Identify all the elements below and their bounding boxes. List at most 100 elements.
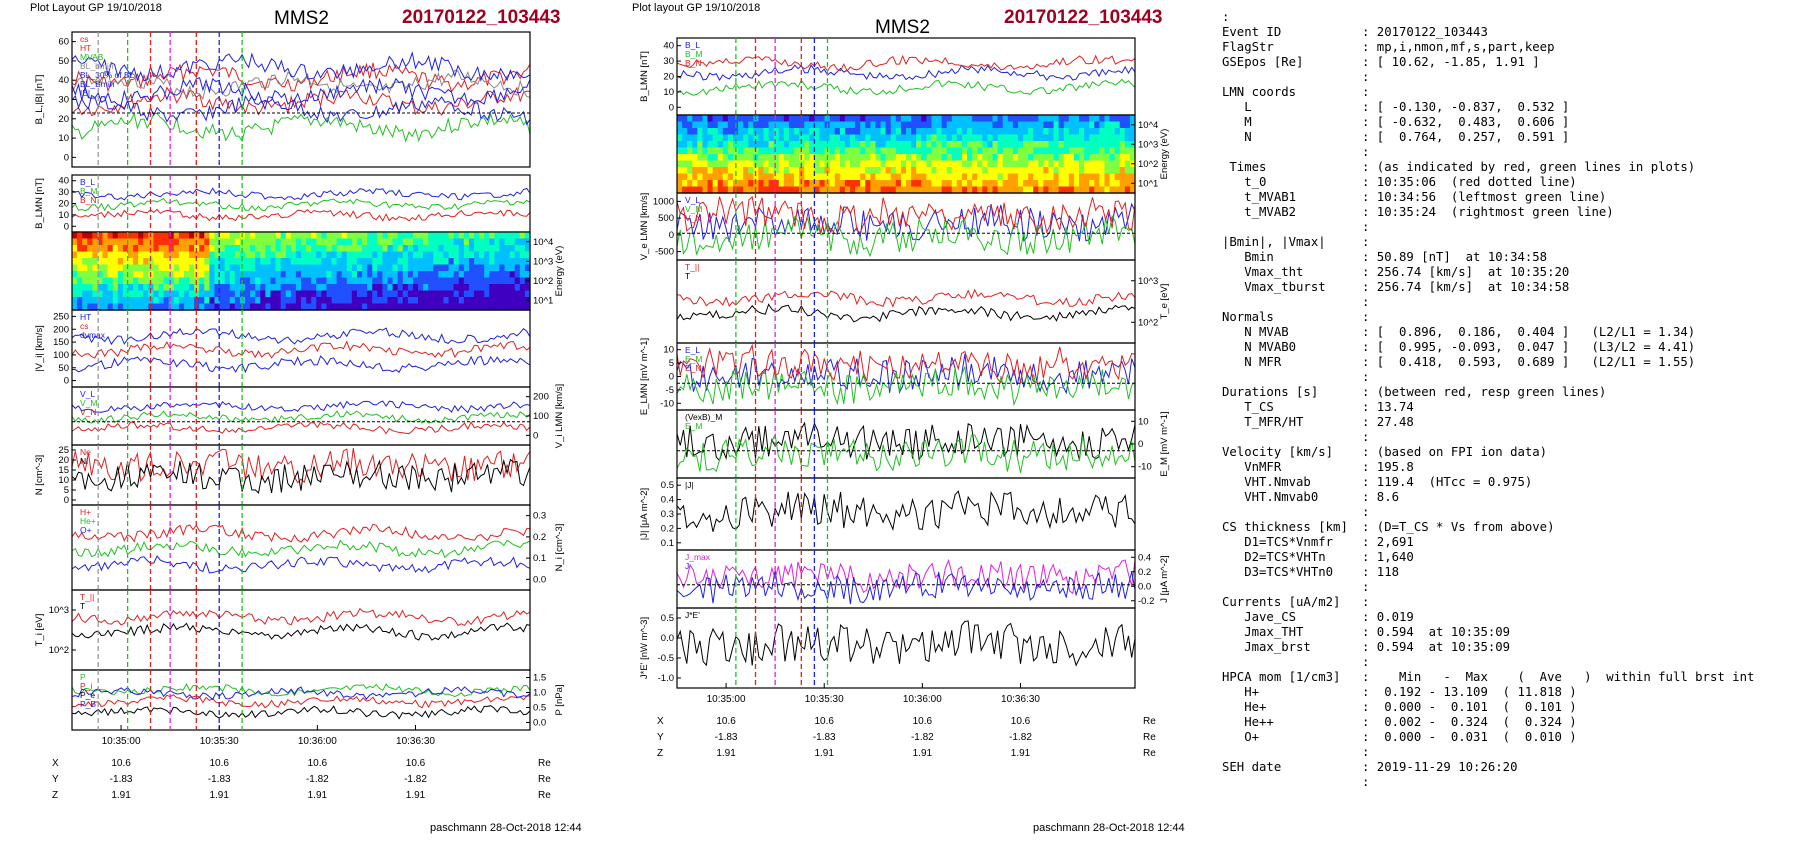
spectrogram-cell [850,180,856,188]
spectrogram-cell [377,297,384,305]
spectrogram-cell [377,258,384,266]
spectrogram-cell [143,290,149,298]
spectrogram-cell [1048,134,1055,142]
spectrogram-cell [148,238,155,246]
spectrogram-cell [1053,121,1060,129]
spectrogram-cell [1068,121,1075,129]
pos-row-value: -1.82 [404,774,427,785]
spectrogram-cell [138,271,144,279]
spectrogram-cell [245,303,251,311]
spectrogram-cell [906,128,912,136]
spectrogram-cell [356,238,363,246]
spectrogram-cell [799,121,805,129]
y-tick-label: 0.1 [533,553,546,564]
spectrogram-cell [794,160,800,168]
spectrogram-cell [890,141,897,149]
spectrogram-cell [117,232,124,240]
y-tick-label: 10 [58,210,69,221]
spectrogram-cell [143,284,149,292]
spectrogram-cell [824,141,831,149]
spectrogram-cell [178,303,185,311]
spectrogram-cell [127,290,134,298]
spectrogram-cell [346,284,353,292]
info-line: Jave_CS: 0.019 [1222,610,1754,625]
legend-entry: B_M [685,49,702,59]
spectrogram-cell [173,238,180,246]
spectrogram-cell [1109,154,1116,162]
spectrogram-cell [102,303,109,311]
spectrogram-cell [956,186,963,194]
spectrogram-cell [377,245,384,253]
spectrogram-cell [814,180,821,188]
series-line [71,421,531,435]
spectrogram-cell [829,160,836,168]
info-line: D3=TCS*VHTn0: 118 [1222,565,1754,580]
spectrogram-cell [921,180,927,188]
spectrogram-cell [133,277,139,285]
spectrogram-cell [499,277,506,285]
spectrogram-cell [463,303,470,311]
spectrogram-cell [494,290,501,298]
spectrogram-cell [463,290,470,298]
spectrogram-cell [1084,154,1090,162]
info-line: D1=TCS*Vnmfr: 2,691 [1222,535,1754,550]
spectrogram-cell [1038,160,1044,168]
spectrogram-cell [1109,115,1116,123]
spectrogram-cell [946,115,953,123]
spectrogram-cell [448,232,455,240]
spectrogram-cell [499,290,506,298]
spectrogram-cell [474,297,480,305]
spectrogram-cell [844,141,851,149]
spectrogram-cell [362,258,368,266]
spectrogram-cell [285,284,292,292]
spectrogram-cell [804,147,810,155]
spectrogram-cell [916,154,922,162]
spectrogram-cell [799,160,805,168]
spectrogram-cell [199,290,205,298]
spectrogram-cell [1084,186,1090,194]
spectrogram-cell [956,167,963,175]
spectrogram-cell [143,303,149,311]
spectrogram-cell [183,303,190,311]
spectrogram-cell [138,238,144,246]
spectrogram-cell [280,232,287,240]
spectrogram-cell [204,271,210,279]
spectrogram-cell [692,121,698,129]
y-tick-label: 0 [1138,439,1143,450]
spectrogram-cell [423,277,429,285]
spectrogram-cell [788,141,795,149]
spectrogram-cell [509,232,516,240]
spectrogram-cell [1104,186,1111,194]
spectrogram-cell [479,245,485,253]
spectrogram-cell [768,141,775,149]
spectrogram-cell [428,277,434,285]
spectrogram-cell [107,290,114,298]
spectrogram-cell [163,258,170,266]
spectrogram-cell [1073,160,1080,168]
spectrogram-cell [336,277,343,285]
spectrogram-cell [717,121,724,129]
spectrogram-cell [804,128,810,136]
y-tick-label: 5 [669,358,674,369]
spectrogram-cell [936,141,943,149]
info-line: N MFR: [ 0.418, 0.593, 0.689 ] (L2/L1 = … [1222,355,1754,370]
spectrogram-cell [682,180,688,188]
spectrogram-cell [72,238,78,246]
spectrogram-cell [895,134,902,142]
spectrogram-cell [982,186,989,194]
spectrogram-cell [397,284,404,292]
spectrogram-cell [809,115,815,123]
spectrogram-cell [712,121,719,129]
spectrogram-cell [321,258,328,266]
spectrogram-cell [1079,160,1085,168]
spectrogram-cell [865,141,871,149]
spectrogram-cell [911,115,917,123]
spectrogram-cell [428,238,434,246]
spectrogram-cell [153,297,160,305]
spectrogram-cell [794,167,800,175]
panel-frame [71,174,531,233]
spectrogram-cell [819,154,826,162]
info-line: He+: 0.000 - 0.101 ( 0.101 ) [1222,700,1754,715]
spectrogram-cell [514,264,521,272]
